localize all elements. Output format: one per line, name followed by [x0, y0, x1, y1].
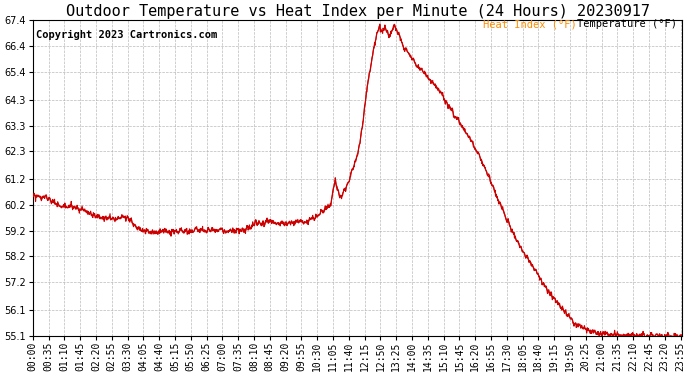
- Text: Copyright 2023 Cartronics.com: Copyright 2023 Cartronics.com: [36, 30, 217, 40]
- Legend: Heat Index (°F), Temperature (°F): Heat Index (°F), Temperature (°F): [484, 19, 677, 29]
- Title: Outdoor Temperature vs Heat Index per Minute (24 Hours) 20230917: Outdoor Temperature vs Heat Index per Mi…: [66, 4, 649, 19]
